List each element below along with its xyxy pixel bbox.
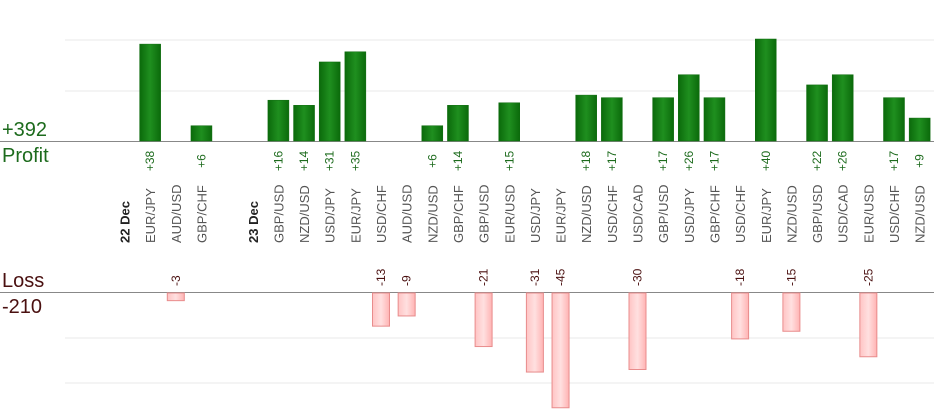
profit-value-label: +16	[271, 150, 285, 171]
pair-label: EUR/JPY	[143, 188, 158, 243]
pair-label: NZD/USD	[784, 185, 799, 243]
pair-label: EUR/JPY	[759, 188, 774, 243]
pair-label: GBP/CHF	[707, 185, 722, 243]
pair-label: USD/CHF	[733, 185, 748, 243]
pair-label: GBP/CHF	[194, 185, 209, 243]
loss-total: -210	[2, 296, 43, 318]
profit-bar	[447, 105, 469, 142]
profit-bar	[652, 97, 674, 142]
pair-label: EUR/USD	[502, 184, 517, 243]
profit-bar	[831, 74, 854, 142]
pair-label: GBP/CHF	[451, 185, 466, 243]
profit-bar	[139, 43, 161, 142]
profit-total: +392	[2, 119, 48, 141]
loss-value-label: -3	[169, 275, 183, 286]
loss-label: Loss	[2, 270, 45, 292]
pair-label: NZD/USD	[425, 185, 440, 243]
profit-value-label: +17	[887, 150, 901, 171]
profit-bar	[498, 102, 520, 142]
profit-value-label: +6	[425, 154, 439, 168]
profit-bar	[190, 125, 213, 142]
pair-label: USD/JPY	[528, 188, 543, 243]
pair-label: EUR/JPY	[554, 188, 569, 243]
pair-label: EUR/JPY	[348, 188, 363, 243]
profit-bar	[344, 51, 367, 142]
pair-label: EUR/USD	[861, 184, 876, 243]
profit-value-label: +38	[143, 150, 157, 171]
pair-label: USD/JPY	[323, 188, 338, 243]
profit-bar	[293, 105, 315, 142]
loss-value-label: -9	[400, 275, 414, 286]
pair-label: NZD/USD	[297, 185, 312, 243]
profit-value-label: +31	[323, 150, 337, 171]
loss-bar	[397, 292, 416, 317]
profit-bar	[575, 94, 597, 142]
profit-value-label: +18	[579, 150, 593, 171]
pair-label: USD/CAD	[836, 184, 851, 243]
date-label: 22 Dec	[118, 201, 133, 243]
profit-value-label: +14	[451, 150, 465, 171]
profit-value-label: +17	[656, 150, 670, 171]
profit-value-label: +22	[810, 150, 824, 171]
pair-label: USD/CHF	[887, 185, 902, 243]
profit-bar	[318, 61, 341, 142]
profit-bar	[678, 74, 700, 142]
profit-value-label: +26	[836, 150, 850, 171]
profit-bar	[703, 97, 726, 142]
pair-label: GBP/USD	[810, 184, 825, 243]
profit-bar	[908, 117, 931, 142]
profit-bar	[601, 97, 623, 142]
date-label: 23 Dec	[246, 201, 261, 243]
loss-bar	[782, 292, 801, 332]
loss-value-label: -18	[733, 268, 747, 286]
pair-label: USD/CAD	[631, 184, 646, 243]
profit-bar	[883, 97, 905, 142]
profit-value-label: +35	[348, 150, 362, 171]
profit-value-label: +17	[605, 150, 619, 171]
loss-bar	[525, 292, 544, 373]
loss-value-label: -13	[374, 268, 388, 286]
loss-bar	[166, 292, 185, 302]
loss-bar	[474, 292, 493, 348]
pair-label: GBP/USD	[271, 184, 286, 243]
profit-bar	[267, 99, 290, 142]
profit-value-label: +6	[194, 154, 208, 168]
pair-label: USD/CHF	[374, 185, 389, 243]
loss-value-label: -21	[477, 268, 491, 286]
profit-bar	[755, 38, 777, 142]
profit-bar	[421, 125, 444, 142]
profit-bar	[806, 84, 828, 142]
loss-value-label: -30	[631, 268, 645, 286]
loss-value-label: -45	[554, 268, 568, 286]
pair-label: NZD/USD	[579, 185, 594, 243]
loss-bar	[859, 292, 878, 358]
profit-value-label: +9	[913, 154, 927, 168]
loss-value-label: -31	[528, 268, 542, 286]
loss-bar	[628, 292, 647, 370]
pair-label: USD/CHF	[605, 185, 620, 243]
profit-value-label: +26	[682, 150, 696, 171]
loss-value-label: -15	[784, 268, 798, 286]
pair-label: AUD/USD	[400, 184, 415, 243]
pair-label: AUD/USD	[169, 184, 184, 243]
profit-value-label: +40	[759, 150, 773, 171]
profit-value-label: +17	[707, 150, 721, 171]
profit-value-label: +14	[297, 150, 311, 171]
loss-bar	[551, 292, 570, 409]
loss-value-label: -25	[861, 268, 875, 286]
profit-value-label: +15	[502, 150, 516, 171]
profit-label: Profit	[2, 145, 49, 167]
pair-label: GBP/USD	[477, 184, 492, 243]
loss-bar	[731, 292, 750, 340]
pair-label: GBP/USD	[656, 184, 671, 243]
pair-label: NZD/USD	[913, 185, 928, 243]
loss-bar	[372, 292, 390, 327]
pair-label: USD/JPY	[682, 188, 697, 243]
